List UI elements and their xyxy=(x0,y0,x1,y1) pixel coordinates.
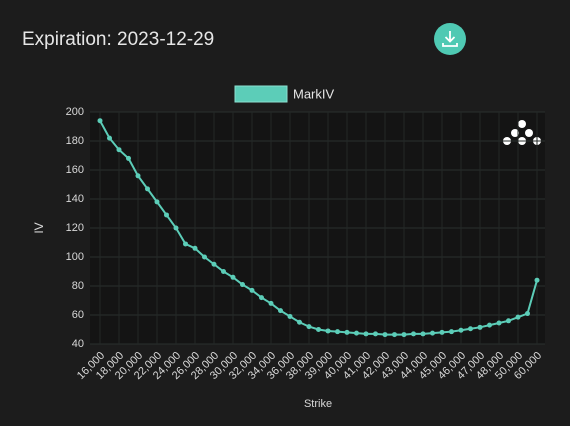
point xyxy=(183,241,188,247)
point xyxy=(211,261,217,267)
point xyxy=(468,326,473,332)
point xyxy=(392,332,397,338)
y-tick-label: 100 xyxy=(66,251,84,263)
point xyxy=(145,186,150,192)
point xyxy=(126,155,131,161)
point xyxy=(116,147,122,153)
point xyxy=(354,330,359,336)
point xyxy=(202,254,207,260)
y-tick-label: 140 xyxy=(66,193,84,205)
point xyxy=(420,331,426,337)
y-axis-label: IV xyxy=(32,222,46,233)
point xyxy=(373,331,378,337)
point xyxy=(278,308,283,314)
point xyxy=(268,300,274,306)
point xyxy=(192,245,198,251)
y-tick-label: 40 xyxy=(72,338,84,350)
point xyxy=(534,277,540,283)
chart-title: Expiration: 2023-12-29 xyxy=(22,29,214,50)
download-button[interactable] xyxy=(434,23,466,55)
point xyxy=(363,331,369,337)
point xyxy=(297,319,302,325)
point xyxy=(306,324,312,330)
point xyxy=(477,324,483,330)
y-tick-label: 80 xyxy=(72,280,84,292)
point xyxy=(430,330,435,336)
point xyxy=(107,135,112,141)
y-tick-label: 120 xyxy=(66,222,84,234)
point xyxy=(325,328,331,334)
point xyxy=(439,329,445,335)
point xyxy=(401,332,407,338)
point xyxy=(287,313,293,319)
y-tick-label: 200 xyxy=(66,106,84,118)
point xyxy=(249,287,255,293)
y-tick-label: 160 xyxy=(66,164,84,176)
point xyxy=(316,327,321,332)
point xyxy=(97,118,103,124)
point xyxy=(230,274,236,280)
point xyxy=(344,329,350,335)
point xyxy=(240,282,245,288)
point xyxy=(173,225,179,231)
legend-swatch xyxy=(234,85,288,103)
point xyxy=(458,327,464,333)
point xyxy=(382,332,388,338)
point xyxy=(259,295,264,301)
point xyxy=(335,329,340,335)
point xyxy=(221,269,226,274)
point xyxy=(411,331,416,337)
x-axis-label: Strike xyxy=(304,398,332,410)
point xyxy=(496,320,502,326)
y-tick-label: 180 xyxy=(66,135,84,147)
point xyxy=(515,314,521,320)
point xyxy=(449,329,454,335)
point xyxy=(135,173,141,179)
point xyxy=(487,322,492,328)
legend-label: MarkIV xyxy=(293,86,335,101)
point xyxy=(154,199,160,205)
point xyxy=(506,318,511,324)
y-tick-label: 60 xyxy=(72,309,84,321)
point xyxy=(164,212,169,218)
point xyxy=(525,311,530,317)
